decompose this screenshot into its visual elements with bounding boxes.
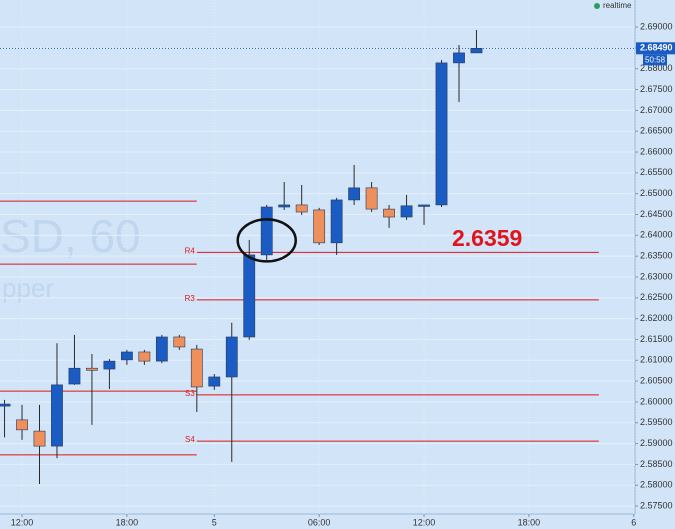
price-tag-label: 2.68490: [640, 43, 673, 53]
candle-body: [313, 209, 326, 244]
candle-body: [16, 419, 28, 431]
candle-body: [453, 52, 465, 64]
candle-body: [400, 205, 413, 218]
annotation: 2.6359: [452, 225, 522, 251]
status: realtime: [603, 1, 632, 10]
countdown-tag: [643, 54, 667, 66]
candle-body: [295, 204, 308, 213]
y-tick-label: 2.59000: [640, 438, 673, 448]
status-dot: [594, 3, 600, 9]
y-tick-label: 2.60000: [640, 396, 673, 406]
candle-body: [155, 336, 168, 362]
y-tick-label: 2.67000: [640, 105, 673, 115]
x-tick-label: 5: [212, 517, 217, 527]
y-tick-label: 2.65000: [640, 188, 673, 198]
y-tick-label: 2.65500: [640, 167, 673, 177]
x-tick-label: 12:00: [413, 517, 436, 527]
y-tick-label: 2.66500: [640, 126, 673, 136]
watermark: SD, 60: [0, 210, 141, 262]
candle-body: [330, 199, 343, 244]
y-tick-label: 2.60500: [640, 376, 673, 386]
price-tag: [636, 42, 675, 55]
x-tick-label: 18:00: [116, 517, 139, 527]
y-tick-label: 2.63500: [640, 251, 673, 261]
candle-body: [470, 48, 483, 54]
candle-body: [383, 208, 395, 218]
candle-body: [365, 187, 378, 210]
y-tick-label: 2.64500: [640, 209, 673, 219]
y-tick-label: 2.61500: [640, 334, 673, 344]
candle-body: [0, 403, 11, 407]
candle-body: [51, 384, 63, 447]
pivot-label: S3: [185, 389, 195, 398]
candle-body: [86, 367, 98, 371]
y-tick-label: 2.62500: [640, 292, 673, 302]
candle-body: [68, 367, 81, 385]
candle-body: [348, 187, 361, 201]
y-tick-label: 2.64000: [640, 230, 673, 240]
x-tick-label: 6: [631, 517, 636, 527]
candle-body: [190, 348, 203, 388]
y-tick-label: 2.62000: [640, 313, 673, 323]
candle-body: [208, 376, 221, 387]
x-tick-label: 06:00: [308, 517, 331, 527]
candle-body: [243, 254, 256, 338]
candle-body: [33, 430, 46, 447]
y-tick-label: 2.67500: [640, 84, 673, 94]
candle-body: [225, 336, 238, 378]
countdown: 50:58: [645, 55, 666, 64]
y-tick-label: 2.63000: [640, 271, 673, 281]
candle-body: [278, 204, 291, 208]
candle-body: [418, 204, 430, 207]
y-tick-label: 2.59500: [640, 417, 673, 427]
candle-body: [103, 360, 116, 370]
y-tick-label: 2.68000: [640, 63, 673, 73]
pivot-label: R4: [185, 247, 196, 256]
x-tick-label: 12:00: [11, 517, 34, 527]
candle-body: [121, 351, 133, 361]
y-tick-label: 2.57500: [640, 500, 673, 510]
y-tick-label: 2.66000: [640, 146, 673, 156]
candle-body: [173, 336, 186, 348]
highlight-circle: [236, 218, 297, 263]
y-tick-label: 2.69000: [640, 21, 673, 31]
y-tick-label: 2.58500: [640, 459, 673, 469]
candle-body: [260, 206, 273, 256]
y-tick-label: 2.58000: [640, 480, 673, 490]
pivot-label: R3: [185, 294, 196, 303]
y-tick-label: 2.61000: [640, 355, 673, 365]
pivot-label: S4: [185, 435, 195, 444]
x-tick-label: 18:00: [518, 517, 541, 527]
candle-body: [435, 62, 448, 206]
candle-body: [138, 351, 151, 362]
